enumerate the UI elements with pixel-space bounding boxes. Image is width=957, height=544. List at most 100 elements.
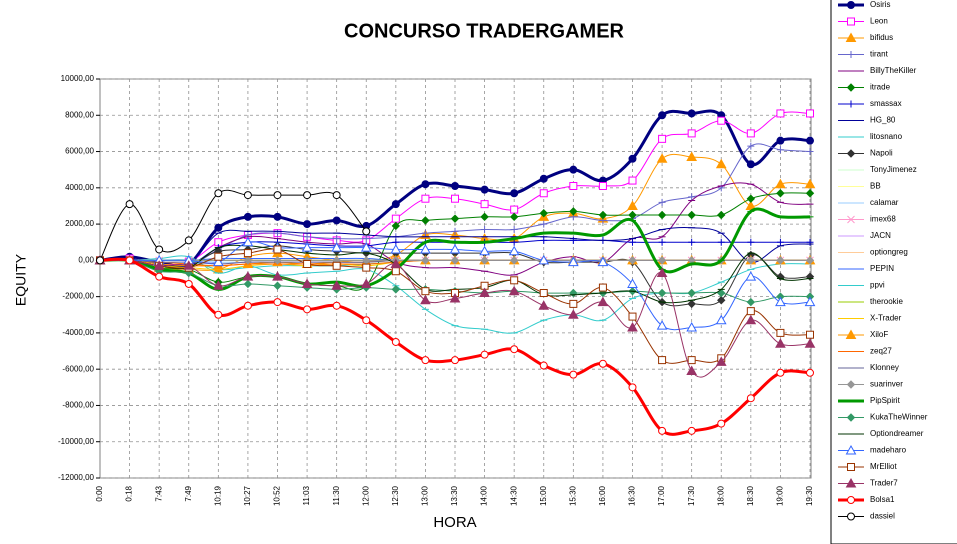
marker (776, 238, 784, 246)
marker (155, 245, 164, 254)
marker (480, 185, 489, 194)
marker (360, 278, 372, 288)
marker (390, 258, 402, 268)
marker (806, 368, 814, 377)
marker (481, 226, 489, 234)
legend-label: litosnano (870, 132, 903, 141)
legend-label: MrElliot (870, 462, 897, 471)
marker (96, 256, 104, 265)
marker (184, 279, 193, 288)
y-tick-label: -4000,00 (62, 328, 94, 337)
x-tick-label: 15:00 (539, 485, 548, 506)
marker (715, 314, 727, 325)
y-tick-label: 10000,00 (61, 74, 95, 83)
marker (847, 463, 855, 471)
marker (776, 328, 785, 337)
marker (421, 229, 429, 237)
marker (449, 292, 461, 303)
marker (806, 238, 814, 246)
legend-label: therookie (870, 297, 903, 306)
marker (509, 212, 519, 222)
marker (214, 310, 223, 319)
marker (776, 136, 785, 145)
x-tick-label: 0:18 (125, 485, 134, 501)
marker (775, 338, 786, 348)
marker (273, 256, 282, 265)
legend-label: PEPIN (870, 264, 894, 273)
x-tick-label: 12:30 (391, 485, 400, 506)
legend-label: PipSpirit (870, 396, 901, 405)
marker (806, 330, 814, 339)
marker (153, 260, 165, 270)
marker (155, 272, 164, 281)
marker (598, 210, 608, 220)
marker (597, 256, 609, 267)
series-lines (94, 109, 816, 436)
marker (745, 271, 757, 281)
legend-label: TonyJimenez (870, 165, 917, 174)
y-tick-label: 8000,00 (65, 110, 94, 119)
marker (273, 281, 282, 290)
marker (688, 238, 696, 246)
marker (627, 200, 638, 210)
marker (451, 182, 459, 191)
marker (687, 356, 696, 365)
marker (805, 256, 815, 265)
marker (746, 394, 755, 403)
marker (243, 249, 252, 258)
legend-label: XiloF (870, 330, 888, 339)
marker (846, 413, 856, 422)
marker (597, 296, 609, 307)
y-tick-label: 2000,00 (65, 219, 94, 228)
marker (332, 261, 341, 270)
marker (183, 260, 195, 270)
marker (658, 111, 667, 120)
marker (272, 271, 283, 281)
legend-label: Bolsa1 (870, 495, 895, 504)
legend-label: itrade (870, 83, 891, 92)
legend-label: optiongreg (870, 248, 908, 257)
marker (479, 287, 490, 298)
marker (687, 210, 696, 220)
legend-label: KukaTheWinner (870, 413, 928, 422)
marker (332, 216, 341, 225)
marker (715, 158, 727, 169)
marker (569, 207, 578, 216)
marker (806, 148, 814, 156)
marker (332, 301, 341, 310)
marker (362, 316, 371, 325)
marker (391, 267, 400, 276)
marker (658, 426, 667, 435)
marker (629, 238, 636, 246)
x-tick-label: 10:19 (213, 485, 222, 506)
marker (539, 289, 548, 298)
marker (688, 193, 696, 201)
marker (212, 256, 224, 267)
y-tick-label: 4000,00 (65, 183, 94, 192)
marker (212, 280, 224, 290)
marker (845, 32, 857, 42)
marker (717, 210, 726, 220)
series (96, 256, 814, 436)
marker (540, 220, 548, 228)
marker (243, 191, 252, 200)
legend-label: Trader7 (870, 479, 898, 488)
marker (331, 242, 343, 252)
x-tick-label: 10:52 (273, 485, 282, 506)
marker (214, 223, 223, 232)
marker (510, 189, 519, 198)
marker (717, 288, 726, 298)
x-tick-label: 11:03 (302, 485, 311, 505)
x-tick-label: 18:30 (746, 485, 755, 506)
marker (806, 109, 814, 118)
marker (717, 116, 726, 125)
marker (845, 444, 857, 455)
legend-label: JACN (870, 231, 891, 240)
marker (745, 314, 757, 325)
marker (421, 287, 430, 296)
marker (569, 299, 578, 308)
marker (657, 210, 667, 220)
marker (775, 178, 786, 189)
marker (539, 189, 548, 198)
legend-label: bifidus (870, 33, 893, 42)
